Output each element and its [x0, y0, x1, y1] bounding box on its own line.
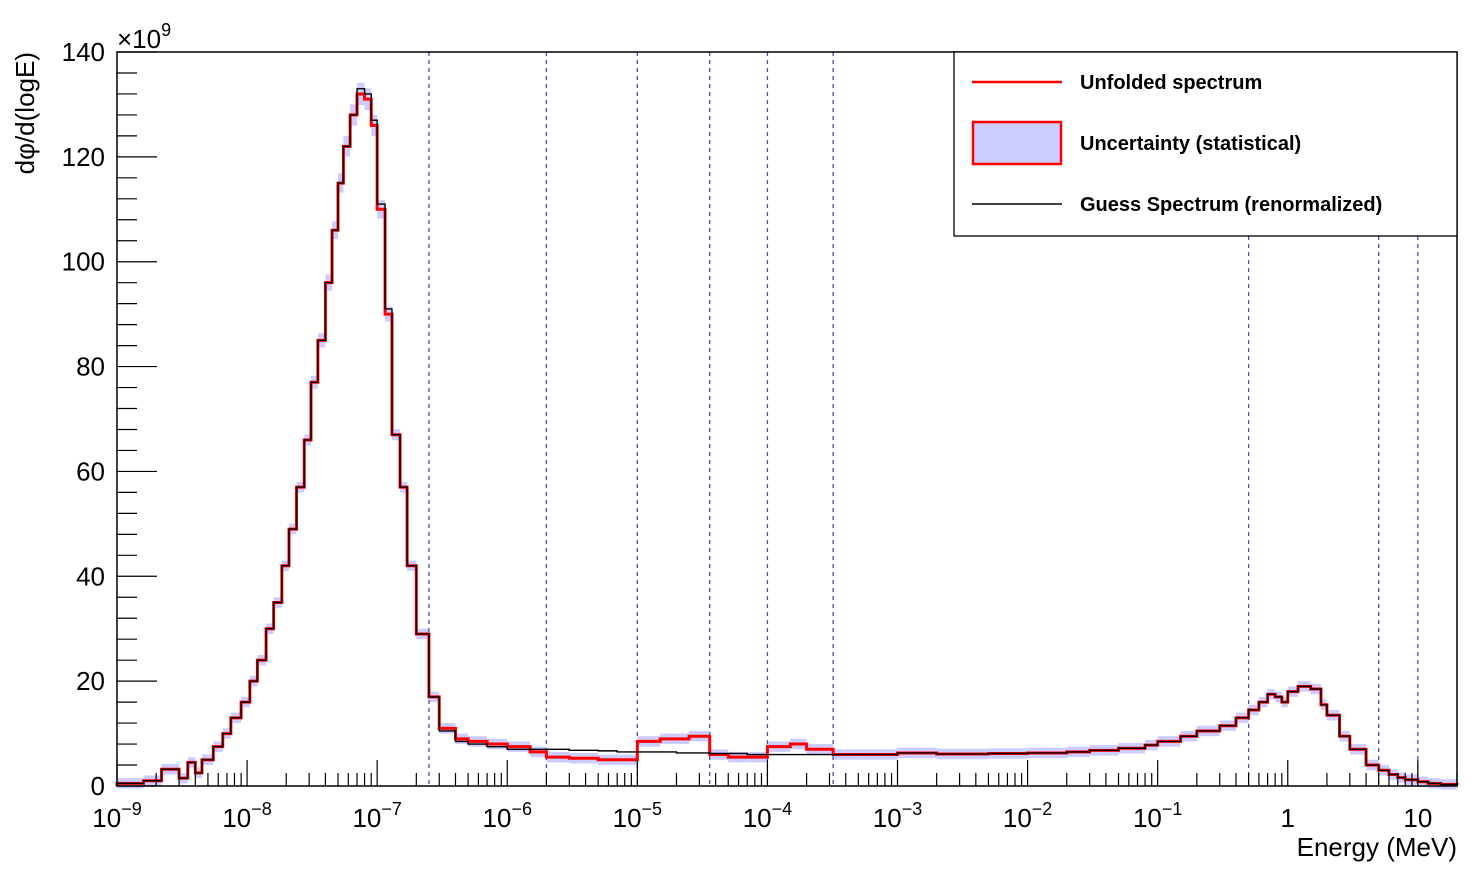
- x-tick-exponent: −1: [1162, 799, 1183, 819]
- series-layer: [115, 88, 1459, 786]
- legend: Unfolded spectrum Uncertainty (statistica…: [953, 51, 1458, 237]
- legend-entry-label: Guess Spectrum (renormalized): [1080, 194, 1382, 216]
- y-tick-label: 80: [76, 352, 105, 382]
- x-tick-exponent: −8: [251, 799, 272, 819]
- y-multiplier-label: ×109: [117, 20, 171, 54]
- x-tick-base: 10: [1003, 803, 1032, 833]
- x-tick-exponent: −5: [642, 799, 663, 819]
- x-tick-exponent: −2: [1032, 799, 1053, 819]
- x-tick-exponent: −9: [121, 799, 142, 819]
- y-tick-label: 100: [62, 247, 105, 277]
- x-tick-base: 10: [352, 803, 381, 833]
- y-axis-title: dφ/d(logE): [10, 52, 40, 174]
- y-tick-label: 140: [62, 37, 105, 67]
- legend-entry-label: Unfolded spectrum: [1080, 72, 1262, 94]
- x-tick-label: 10−7: [352, 799, 401, 833]
- x-tick-base: 10: [222, 803, 251, 833]
- y-tick-label: 60: [76, 456, 105, 486]
- x-tick-label: 10−5: [613, 799, 662, 833]
- x-tick-label: 1: [1281, 803, 1295, 833]
- x-axis-title: Energy (MeV): [1297, 832, 1457, 862]
- x-tick-base: 10: [1133, 803, 1162, 833]
- x-tick-base: 10: [613, 803, 642, 833]
- legend-uncertainty-swatch: [971, 120, 1063, 166]
- x-tick-label: 10−6: [483, 799, 532, 833]
- x-tick-base: 1: [1281, 803, 1295, 833]
- x-tick-base: 10: [743, 803, 772, 833]
- y-tick-label: 0: [91, 771, 105, 801]
- x-tick-exponent: −7: [381, 799, 402, 819]
- x-tick-exponent: −3: [902, 799, 923, 819]
- x-tick-label: 10−4: [743, 799, 792, 833]
- axes-layer: 10−9 10−8 10−7 10−6 10−5 10−4 10−3 10−2 10−1 1 100…: [10, 20, 1458, 862]
- guess-spectrum-line: [116, 88, 1458, 786]
- x-tick-label: 10−3: [873, 799, 922, 833]
- x-tick-label: 10−9: [92, 799, 141, 833]
- x-tick-base: 10: [873, 803, 902, 833]
- y-tick-label: 40: [76, 561, 105, 591]
- x-tick-label: 10−1: [1133, 799, 1182, 833]
- x-tick-exponent: −6: [511, 799, 532, 819]
- plot-frame: [116, 51, 1458, 787]
- x-tick-base: 10: [1403, 803, 1432, 833]
- x-tick-base: 10: [92, 803, 121, 833]
- x-tick-label: 10: [1403, 803, 1432, 833]
- x-tick-exponent: −4: [772, 799, 793, 819]
- legend-entry-label: Uncertainty (statistical): [1080, 133, 1301, 155]
- x-tick-label: 10−2: [1003, 799, 1052, 833]
- x-tick-base: 10: [483, 803, 512, 833]
- y-tick-label: 20: [76, 666, 105, 696]
- y-tick-label: 120: [62, 142, 105, 172]
- y-multiplier-exponent: 9: [161, 20, 171, 40]
- x-tick-label: 10−8: [222, 799, 271, 833]
- y-multiplier-base: ×10: [117, 24, 161, 54]
